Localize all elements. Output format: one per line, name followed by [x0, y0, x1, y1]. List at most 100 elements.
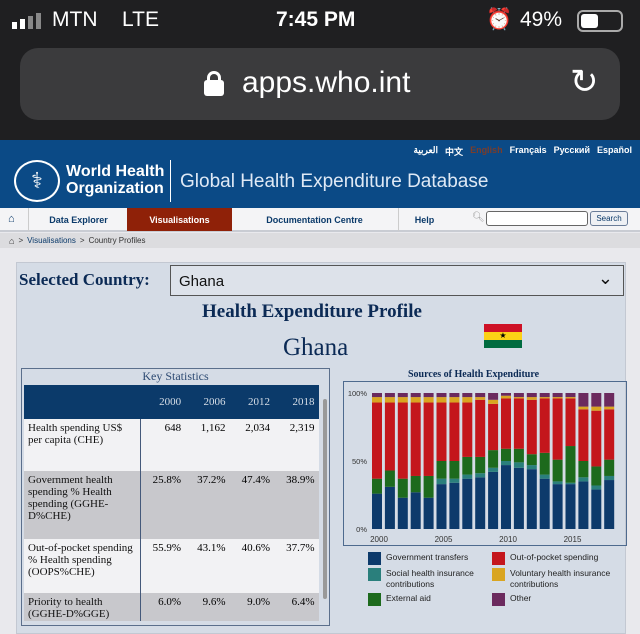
- bar-segment: [449, 397, 460, 403]
- bar-segment: [449, 478, 460, 483]
- profile-title: Health Expenditure Profile: [202, 301, 422, 322]
- nav-help[interactable]: Help: [398, 208, 450, 231]
- breadcrumb-separator: >: [79, 236, 85, 245]
- table-scrollbar[interactable]: [323, 399, 327, 599]
- x-tick-label: 2005: [435, 535, 453, 544]
- bar-segment: [436, 478, 447, 485]
- bar-segment: [475, 399, 486, 457]
- alarm-icon: ⏰: [486, 8, 513, 31]
- bar-segment: [423, 397, 434, 403]
- y-tick-label: 0%: [356, 525, 367, 534]
- bar-segment: [513, 462, 524, 468]
- bar-segment: [591, 485, 602, 490]
- bar-segment: [397, 497, 408, 529]
- bar-segment: [578, 481, 589, 529]
- legend-item: Other: [492, 593, 640, 606]
- search-button[interactable]: Search: [590, 211, 628, 226]
- who-logo-icon[interactable]: ⚕: [14, 160, 60, 202]
- bar-segment: [462, 397, 473, 403]
- lang-spanish[interactable]: Español: [596, 145, 632, 155]
- x-tick-label: 2000: [370, 535, 388, 544]
- country-title: Ghana: [283, 334, 349, 361]
- url-bar[interactable]: [20, 48, 620, 120]
- breadcrumb-current: Country Profiles: [88, 236, 146, 245]
- bar-segment: [552, 398, 563, 460]
- bar-segment: [552, 393, 563, 398]
- table-row: Government health spending % Health spen…: [24, 471, 319, 539]
- table-row: Health spending US$ per capita (CHE) 648 1…: [24, 419, 319, 471]
- legend-swatch: [492, 552, 505, 565]
- lang-arabic[interactable]: العربية: [413, 145, 439, 155]
- bar-segment: [410, 397, 421, 403]
- who-wordmark[interactable]: World Health Organization: [66, 163, 165, 197]
- bar-segment: [384, 470, 395, 487]
- bar-segment: [397, 397, 408, 403]
- bar-segment: [397, 402, 408, 479]
- stacked-bar-chart: 0% 50% 100% 2000 2005 2010 2015: [348, 389, 615, 544]
- bar-segment: [423, 497, 434, 529]
- bar-segment: [539, 398, 550, 453]
- bar-segment: [501, 461, 511, 466]
- url-text[interactable]: apps.who.int: [242, 66, 411, 99]
- nav-data-explorer[interactable]: Data Explorer: [28, 208, 128, 231]
- nav-visualisations[interactable]: Visualisations: [127, 208, 232, 231]
- bar-segment: [397, 478, 408, 498]
- bar-segment: [526, 399, 537, 455]
- y-tick-label: 50%: [352, 457, 367, 466]
- breadcrumb-separator: >: [18, 236, 24, 245]
- bar-segment: [475, 477, 486, 529]
- bar-segment: [591, 393, 602, 407]
- clock: 7:45 PM: [276, 8, 356, 31]
- site-title: Global Health Expenditure Database: [180, 171, 489, 192]
- breadcrumb-visualisations[interactable]: Visualisations: [27, 236, 76, 245]
- bar-segment: [501, 448, 511, 461]
- bar-segment: [526, 465, 537, 470]
- bar-segment: [604, 459, 615, 476]
- lang-chinese[interactable]: 中文: [445, 147, 464, 157]
- x-tick-label: 2010: [499, 535, 517, 544]
- network: LTE: [122, 8, 159, 31]
- bar-segment: [436, 402, 447, 461]
- bar-segment: [449, 461, 460, 479]
- legend-label: Social health insurance contributions: [386, 568, 474, 589]
- bar-segment: [410, 402, 421, 476]
- bar-segment: [501, 465, 511, 529]
- search-input[interactable]: [486, 211, 588, 226]
- bar-segment: [578, 393, 589, 407]
- bar-segment: [384, 486, 395, 529]
- bar-segment: [501, 398, 511, 449]
- reload-icon[interactable]: ↻: [570, 63, 599, 101]
- nav-documentation-centre[interactable]: Documentation Centre: [266, 215, 363, 225]
- year-header: 2018: [274, 385, 319, 419]
- key-statistics: Key Statistics 2000 2006 2012 2018 Healt…: [21, 368, 330, 626]
- home-icon[interactable]: ⌂: [8, 213, 15, 225]
- bar-segment: [565, 398, 576, 447]
- legend-swatch: [368, 593, 381, 606]
- lang-russian[interactable]: Русский: [553, 145, 590, 155]
- bar-segment: [488, 399, 499, 404]
- language-links: العربية 中文 English Français Русский Espa…: [413, 145, 632, 158]
- lang-english[interactable]: English: [470, 145, 503, 155]
- bar-segment: [552, 484, 563, 529]
- year-header: 2006: [185, 385, 230, 419]
- bar-segment: [488, 471, 499, 529]
- bar-segment: [372, 402, 382, 479]
- bar-segment: [449, 402, 460, 461]
- signal-icon: [12, 13, 41, 29]
- bar-segment: [604, 480, 615, 529]
- bar-segment: [475, 473, 486, 478]
- chevron-down-icon: ⌄: [597, 268, 613, 288]
- breadcrumb-home-icon[interactable]: ⌂: [9, 235, 15, 246]
- carrier: MTN: [52, 8, 98, 31]
- lang-french[interactable]: Français: [509, 145, 547, 155]
- legend-item: External aid: [368, 593, 486, 606]
- bar-segment: [488, 393, 499, 400]
- bar-segment: [501, 393, 511, 396]
- country-select[interactable]: Ghana ⌄: [170, 265, 624, 296]
- bar-segment: [539, 452, 550, 475]
- legend-swatch: [368, 568, 381, 581]
- bar-segment: [423, 402, 434, 476]
- bar-segment: [372, 393, 382, 398]
- bar-segment: [513, 398, 524, 449]
- battery-percent: 49%: [520, 8, 563, 31]
